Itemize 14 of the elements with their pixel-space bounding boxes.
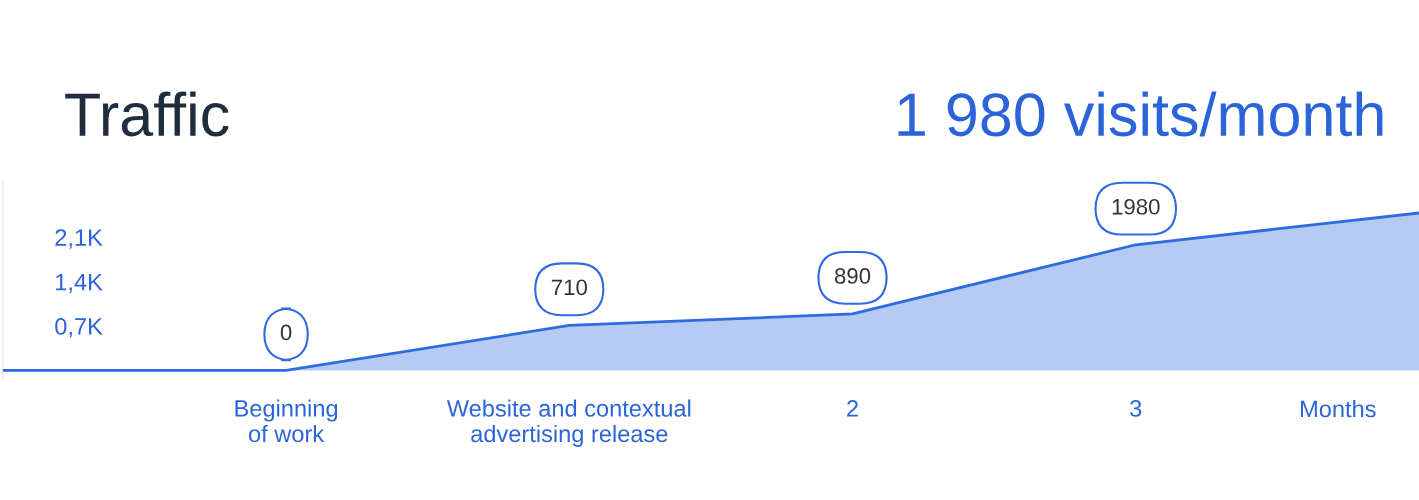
x-tick-label: Website and contextual advertising release [446,399,691,447]
chart-title: Traffic [65,91,229,137]
y-tick-label: 0,7K [55,318,103,338]
chart-subtitle: 1 980 visits/month [898,91,1383,137]
x-tick-label: 3 [1130,400,1142,417]
data-label: 710 [551,279,587,296]
data-label: 890 [834,268,871,284]
data-label: 1980 [1112,198,1160,215]
y-tick-label: 2,1K [55,229,103,249]
x-axis-title: Months [1301,400,1376,418]
x-tick-label: Beginning of work [235,399,338,443]
data-label: 0 [280,324,292,341]
x-tick-label: 2 [847,400,858,417]
y-tick-label: 1,4K [56,273,103,294]
